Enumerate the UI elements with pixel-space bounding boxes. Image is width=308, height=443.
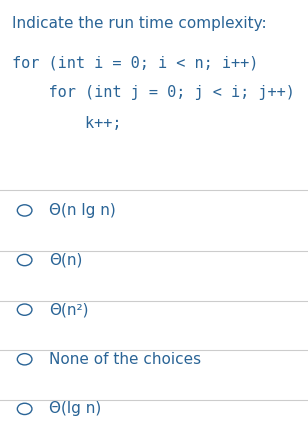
Text: Θ(n): Θ(n) bbox=[49, 253, 83, 268]
Text: Θ(n lg n): Θ(n lg n) bbox=[49, 203, 116, 218]
Text: Θ(lg n): Θ(lg n) bbox=[49, 401, 102, 416]
Text: for (int j = 0; j < i; j++): for (int j = 0; j < i; j++) bbox=[12, 85, 295, 101]
Text: k++;: k++; bbox=[12, 116, 122, 131]
Text: None of the choices: None of the choices bbox=[49, 352, 201, 367]
Text: Indicate the run time complexity:: Indicate the run time complexity: bbox=[12, 16, 267, 31]
Text: Θ(n²): Θ(n²) bbox=[49, 302, 89, 317]
Text: for (int i = 0; i < n; i++): for (int i = 0; i < n; i++) bbox=[12, 55, 259, 70]
